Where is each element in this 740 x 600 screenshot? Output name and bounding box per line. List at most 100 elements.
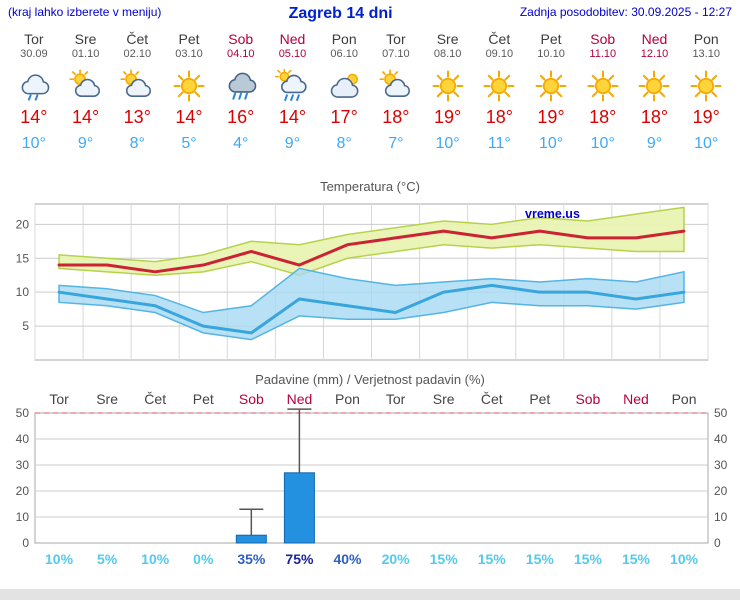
day-column[interactable]: Pet 10.10 19° 10° bbox=[525, 31, 577, 153]
precip-day-label: Sob bbox=[575, 391, 601, 407]
page-title: Zagreb 14 dni bbox=[288, 5, 393, 22]
day-name: Sre bbox=[436, 31, 459, 47]
min-temperature: 9° bbox=[77, 135, 94, 152]
day-column[interactable]: Čet 09.10 18° 11° bbox=[473, 31, 525, 153]
day-name: Tor bbox=[24, 31, 44, 47]
temperature-chart: 5 10 15 20 vreme.us bbox=[16, 203, 709, 361]
min-temperature: 4° bbox=[233, 135, 249, 152]
min-temperature: 9° bbox=[284, 135, 301, 152]
max-temperature: 14° bbox=[175, 107, 203, 127]
precip-day-label: Čet bbox=[480, 391, 503, 407]
max-temperature: 18° bbox=[485, 107, 513, 127]
max-temperature: 17° bbox=[330, 107, 358, 127]
precip-probability: 15% bbox=[429, 551, 458, 567]
precip-day-label: Tor bbox=[49, 391, 69, 407]
svg-text:15: 15 bbox=[16, 251, 30, 265]
precip-day-label: Tor bbox=[385, 391, 406, 407]
min-temperature: 8° bbox=[336, 135, 352, 152]
min-temperature: 8° bbox=[129, 135, 145, 152]
day-name: Ned bbox=[641, 31, 668, 47]
max-temperature: 13° bbox=[123, 107, 151, 127]
day-column[interactable]: Čet 02.10 13° 8° bbox=[111, 31, 163, 153]
day-name: Pet bbox=[540, 31, 562, 47]
precip-day-label: Sre bbox=[96, 391, 119, 407]
precip-probability: 40% bbox=[333, 551, 362, 567]
day-date: 01.10 bbox=[71, 48, 100, 60]
sun-icon bbox=[429, 69, 467, 103]
day-name: Pet bbox=[178, 31, 200, 47]
day-column[interactable]: Tor 30.09 14° 10° bbox=[8, 31, 60, 153]
svg-text:20: 20 bbox=[16, 217, 30, 231]
min-temperature: 9° bbox=[646, 135, 663, 152]
max-temperature: 19° bbox=[692, 107, 720, 127]
day-date: 08.10 bbox=[433, 48, 462, 60]
precip-day-label: Sre bbox=[432, 391, 455, 407]
max-temperature: 18° bbox=[640, 107, 669, 127]
max-temperature: 19° bbox=[537, 107, 565, 127]
min-temperature: 10° bbox=[590, 135, 615, 152]
min-temperature: 10° bbox=[694, 135, 719, 152]
daily-forecast-row: Tor 30.09 14° 10° Sre 01.10 14° 9° Čet 02.10 13° 8°… bbox=[0, 23, 740, 153]
day-column[interactable]: Sre 01.10 14° 9° bbox=[60, 31, 112, 153]
day-column[interactable]: Ned 05.10 14° 9° bbox=[267, 31, 319, 153]
precip-day-label: Pet bbox=[192, 391, 214, 407]
precip-day-label: Čet bbox=[144, 391, 167, 407]
day-date: 12.10 bbox=[640, 48, 669, 60]
day-name: Pon bbox=[693, 31, 719, 47]
min-temperature: 11° bbox=[487, 135, 511, 152]
min-temperature: 5° bbox=[181, 135, 197, 152]
day-column[interactable]: Pon 13.10 19° 10° bbox=[680, 31, 732, 153]
precip-day-label: Sob bbox=[238, 391, 264, 407]
day-date: 04.10 bbox=[226, 48, 255, 60]
sun-icon bbox=[584, 69, 622, 103]
svg-text:30: 30 bbox=[16, 458, 30, 472]
precip-probability: 15% bbox=[477, 551, 506, 567]
min-temperature: 7° bbox=[388, 135, 404, 152]
svg-text:20: 20 bbox=[714, 484, 728, 498]
day-column[interactable]: Ned 12.10 18° 9° bbox=[629, 31, 681, 153]
sun-icon bbox=[532, 69, 570, 103]
precip-probability: 35% bbox=[237, 551, 266, 567]
location-menu-note[interactable]: (kraj lahko izberete v meniju) bbox=[8, 5, 162, 19]
day-column[interactable]: Sob 11.10 18° 10° bbox=[577, 31, 629, 153]
max-temperature: 14° bbox=[71, 107, 100, 127]
day-name: Tor bbox=[386, 31, 406, 47]
day-column[interactable]: Pon 06.10 17° 8° bbox=[318, 31, 370, 153]
max-temperature: 18° bbox=[589, 107, 617, 127]
precip-probability: 10% bbox=[45, 551, 74, 567]
min-temperature: 10° bbox=[538, 135, 564, 152]
svg-text:10: 10 bbox=[714, 510, 728, 524]
precip-day-label: Ned bbox=[286, 391, 313, 407]
precip-probability: 15% bbox=[621, 551, 650, 567]
precip-probability-row: 10% 5% 10% 0% 35% 75% 40% 20% 15% 15% 15% 15% 15% 10% bbox=[35, 551, 708, 567]
day-name: Sob bbox=[590, 31, 616, 47]
svg-text:50: 50 bbox=[714, 407, 728, 420]
sun-icon bbox=[687, 69, 725, 103]
precip-probability: 20% bbox=[381, 551, 410, 567]
sun-icon bbox=[480, 69, 518, 103]
day-column[interactable]: Tor 07.10 18° 7° bbox=[370, 31, 422, 153]
page-header: (kraj lahko izberete v meniju) Zagreb 14… bbox=[0, 0, 740, 23]
precip-probability: 75% bbox=[285, 551, 314, 567]
day-date: 07.10 bbox=[382, 48, 410, 60]
precip-day-label: Ned bbox=[623, 391, 649, 407]
cloud-icon bbox=[325, 69, 363, 103]
rain-icon bbox=[222, 69, 260, 103]
svg-text:20: 20 bbox=[16, 484, 30, 498]
precip-day-label: Pon bbox=[671, 391, 697, 407]
max-temperature: 16° bbox=[227, 107, 255, 127]
day-column[interactable]: Pet 03.10 14° 5° bbox=[163, 31, 215, 153]
footer-bar bbox=[0, 589, 740, 600]
svg-text:0: 0 bbox=[22, 536, 29, 549]
svg-text:30: 30 bbox=[714, 458, 728, 472]
day-column[interactable]: Sre 08.10 19° 10° bbox=[422, 31, 474, 153]
max-temperature: 14° bbox=[278, 107, 307, 127]
sun-icon bbox=[170, 69, 208, 103]
sun-cloud-icon bbox=[67, 69, 105, 103]
temperature-chart-title: Temperatura (°C) bbox=[320, 179, 420, 194]
day-date: 10.10 bbox=[537, 48, 565, 60]
day-name: Sre bbox=[74, 31, 97, 47]
max-temperature: 19° bbox=[433, 107, 462, 127]
day-column[interactable]: Sob 04.10 16° 4° bbox=[215, 31, 267, 153]
day-date: 02.10 bbox=[123, 48, 152, 60]
